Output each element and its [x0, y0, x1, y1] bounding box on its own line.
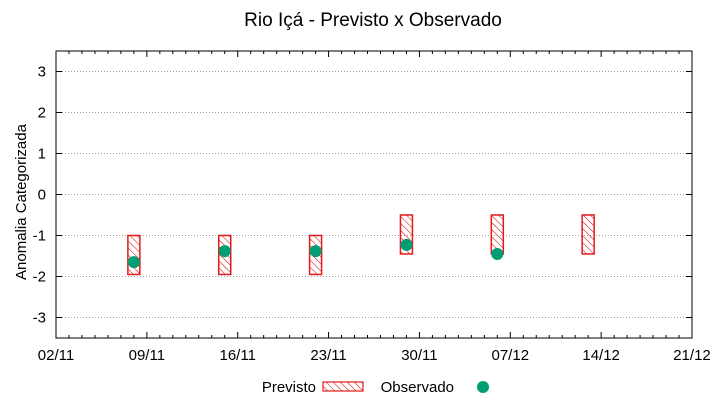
y-tick-label: 1 [38, 146, 46, 163]
x-tick-label: 21/12 [673, 347, 711, 364]
x-tick-label: 14/12 [582, 347, 620, 364]
observado-point [309, 245, 322, 258]
observado-point [127, 256, 140, 269]
y-tick-label: -1 [33, 228, 46, 245]
x-tick-label: 07/12 [492, 347, 530, 364]
x-tick-label: 16/11 [219, 347, 255, 364]
y-tick-label: 2 [38, 105, 46, 122]
y-tick-label: 0 [38, 187, 46, 204]
x-tick-label: 30/11 [401, 347, 437, 364]
observado-point [491, 247, 504, 260]
x-tick-label: 02/11 [38, 347, 74, 364]
legend-label-previsto: Previsto [262, 379, 316, 396]
legend-label-observado: Observado [381, 379, 454, 396]
previsto-range-box [581, 214, 595, 255]
x-tick-label: 09/11 [129, 347, 165, 364]
mark-layer [127, 214, 595, 276]
legend-marker-observado [477, 381, 489, 393]
legend: Previsto Observado [262, 379, 489, 396]
y-tick-label: 3 [38, 64, 46, 81]
tick-layer: 3 2 1 0 -1 -2 -3 02/11 09/11 16/11 23/11 30/11 07/12… [33, 51, 711, 364]
grid-layer [56, 71, 692, 318]
chart-title: Rio Içá - Previsto x Observado [244, 10, 502, 31]
y-tick-label: -2 [33, 269, 46, 286]
observado-point [218, 245, 231, 258]
legend-swatch-previsto [322, 381, 364, 392]
previsto-range-box [127, 234, 141, 276]
x-tick-label: 23/11 [310, 347, 346, 364]
plot-border [55, 50, 693, 339]
y-axis-label: Anomalia Categorizada [13, 123, 30, 280]
observado-point [400, 238, 413, 251]
y-tick-label: -3 [33, 310, 46, 327]
